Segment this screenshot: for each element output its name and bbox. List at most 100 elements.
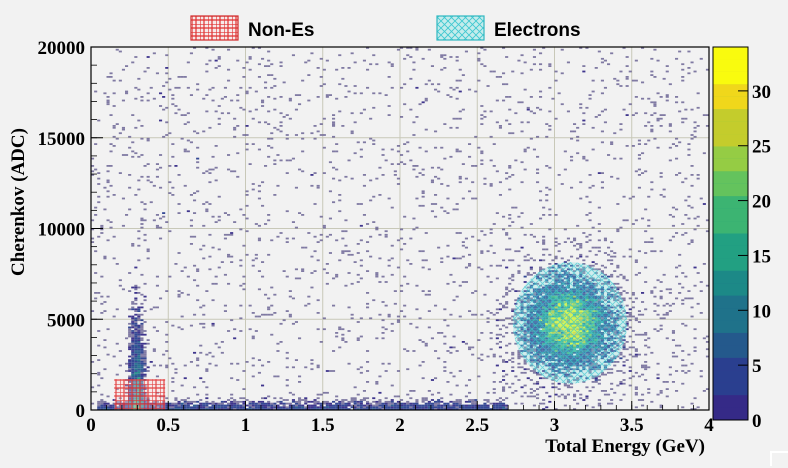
heatmap-bin-1842 <box>335 143 339 145</box>
heatmap-bin-2558 <box>477 404 481 407</box>
heatmap-bin-1636 <box>384 304 388 307</box>
heatmap-bin-1164 <box>600 130 604 133</box>
heatmap-bin-766 <box>115 137 119 140</box>
heatmap-bin-752 <box>696 92 700 95</box>
heatmap-bin-1813 <box>665 395 669 398</box>
heatmap-bin-4067 <box>505 373 509 376</box>
heatmap-bin-1530 <box>245 148 249 151</box>
heatmap-bin-229 <box>532 235 536 238</box>
heatmap-bin-465 <box>421 174 425 176</box>
heatmap-bin-2767 <box>372 400 376 403</box>
heatmap-bin-67 <box>288 159 292 162</box>
heatmap-bin-204 <box>381 174 385 176</box>
heatmap-bin-1587 <box>468 346 472 349</box>
heatmap-bin-2169 <box>131 317 135 320</box>
heatmap-bin-2491 <box>495 402 499 405</box>
heatmap-bin-430 <box>103 368 107 371</box>
heatmap-bin-1553 <box>165 67 169 69</box>
heatmap-bin-1499 <box>115 308 119 311</box>
heatmap-bin-4374 <box>505 302 509 305</box>
heatmap-bin-1002 <box>362 108 366 111</box>
heatmap-bin-1407 <box>452 408 456 410</box>
heatmap-bin-196 <box>412 68 416 71</box>
heatmap-bin-1585 <box>313 203 317 205</box>
heatmap-bin-1468 <box>406 404 410 407</box>
heatmap-bin-4246 <box>498 397 502 400</box>
heatmap-bin-2675 <box>276 400 280 403</box>
heatmap-bin-246 <box>610 402 614 405</box>
heatmap-bin-4547 <box>514 342 518 345</box>
heatmap-bin-1817 <box>214 342 218 345</box>
heatmap-bin-1576 <box>539 90 543 93</box>
heatmap-bin-847 <box>171 97 175 100</box>
heatmap-bin-1485 <box>489 228 493 231</box>
heatmap-bin-2933 <box>350 400 354 403</box>
heatmap-bin-751 <box>659 297 663 300</box>
heatmap-bin-510 <box>202 97 206 100</box>
heatmap-bin-1985 <box>492 404 496 407</box>
heatmap-bin-2564 <box>468 406 472 409</box>
heatmap-bin-1367 <box>616 177 620 180</box>
heatmap-bin-1054 <box>375 273 379 276</box>
heatmap-bin-4252 <box>662 313 666 316</box>
heatmap-bin-2046 <box>94 168 98 171</box>
heatmap-bin-2953 <box>502 399 506 401</box>
heatmap-bin-2607 <box>483 399 487 401</box>
heatmap-bin-593 <box>662 317 666 320</box>
heatmap-bin-1356 <box>421 195 425 198</box>
heatmap-bin-1393 <box>257 270 261 272</box>
heatmap-bin-1557 <box>199 351 203 354</box>
heatmap-bin-2697 <box>171 404 175 407</box>
heatmap-bin-148 <box>690 165 694 167</box>
heatmap-bin-1065 <box>304 366 308 369</box>
heatmap-bin-596 <box>202 257 206 260</box>
heatmap-bin-4471 <box>622 355 626 358</box>
heatmap-bin-3961 <box>625 312 629 314</box>
heatmap-bin-1652 <box>332 304 336 307</box>
heatmap-bin-2489 <box>248 408 252 410</box>
heatmap-bin-375 <box>403 103 407 106</box>
heatmap-bin-1496 <box>421 266 425 269</box>
heatmap-bin-1650 <box>369 199 373 202</box>
heatmap-bin-855 <box>430 203 434 205</box>
heatmap-bin-2006 <box>511 206 515 209</box>
heatmap-bin-2161 <box>137 377 141 380</box>
heatmap-bin-1984 <box>322 146 326 149</box>
heatmap-bin-1935 <box>498 126 502 129</box>
heatmap-bin-1974 <box>227 330 231 332</box>
heatmap-bin-1272 <box>455 86 459 89</box>
heatmap-bin-4124 <box>542 253 546 256</box>
heatmap-bin-2917 <box>434 408 438 410</box>
heatmap-bin-114 <box>458 181 462 184</box>
heatmap-bin-2029 <box>236 152 240 155</box>
heatmap-bin-2892 <box>298 400 302 403</box>
heatmap-bin-630 <box>328 233 332 236</box>
heatmap-bin-2222 <box>140 362 144 365</box>
heatmap-bin-340 <box>582 259 586 262</box>
heatmap-bin-1860 <box>570 159 574 162</box>
heatmap-bin-2090 <box>400 284 404 287</box>
heatmap-bin-1640 <box>582 155 586 158</box>
heatmap-bin-221 <box>261 384 265 387</box>
heatmap-bin-4398 <box>622 364 626 367</box>
heatmap-bin-283 <box>257 315 261 318</box>
heatmap-bin-715 <box>523 150 527 153</box>
heatmap-bin-4132 <box>634 353 638 356</box>
heatmap-bin-4517 <box>554 241 558 243</box>
heatmap-bin-12 <box>261 275 265 278</box>
heatmap-bin-797 <box>196 190 200 193</box>
heatmap-bin-48 <box>505 96 509 98</box>
heatmap-bin-185 <box>508 259 512 262</box>
heatmap-bin-2478 <box>103 402 107 405</box>
heatmap-bin-2951 <box>174 402 178 405</box>
heatmap-bin-1000 <box>384 281 388 283</box>
heatmap-bin-891 <box>653 112 657 115</box>
heatmap-bin-1189 <box>134 266 138 269</box>
heatmap-bin-273 <box>548 400 552 403</box>
heatmap-bin-2487 <box>412 404 416 407</box>
heatmap-bin-2003 <box>647 391 651 394</box>
heatmap-bin-1437 <box>186 86 190 89</box>
heatmap-bin-1091 <box>205 70 209 73</box>
heatmap-bin-2987 <box>97 402 101 405</box>
heatmap-bin-1570 <box>193 264 197 267</box>
